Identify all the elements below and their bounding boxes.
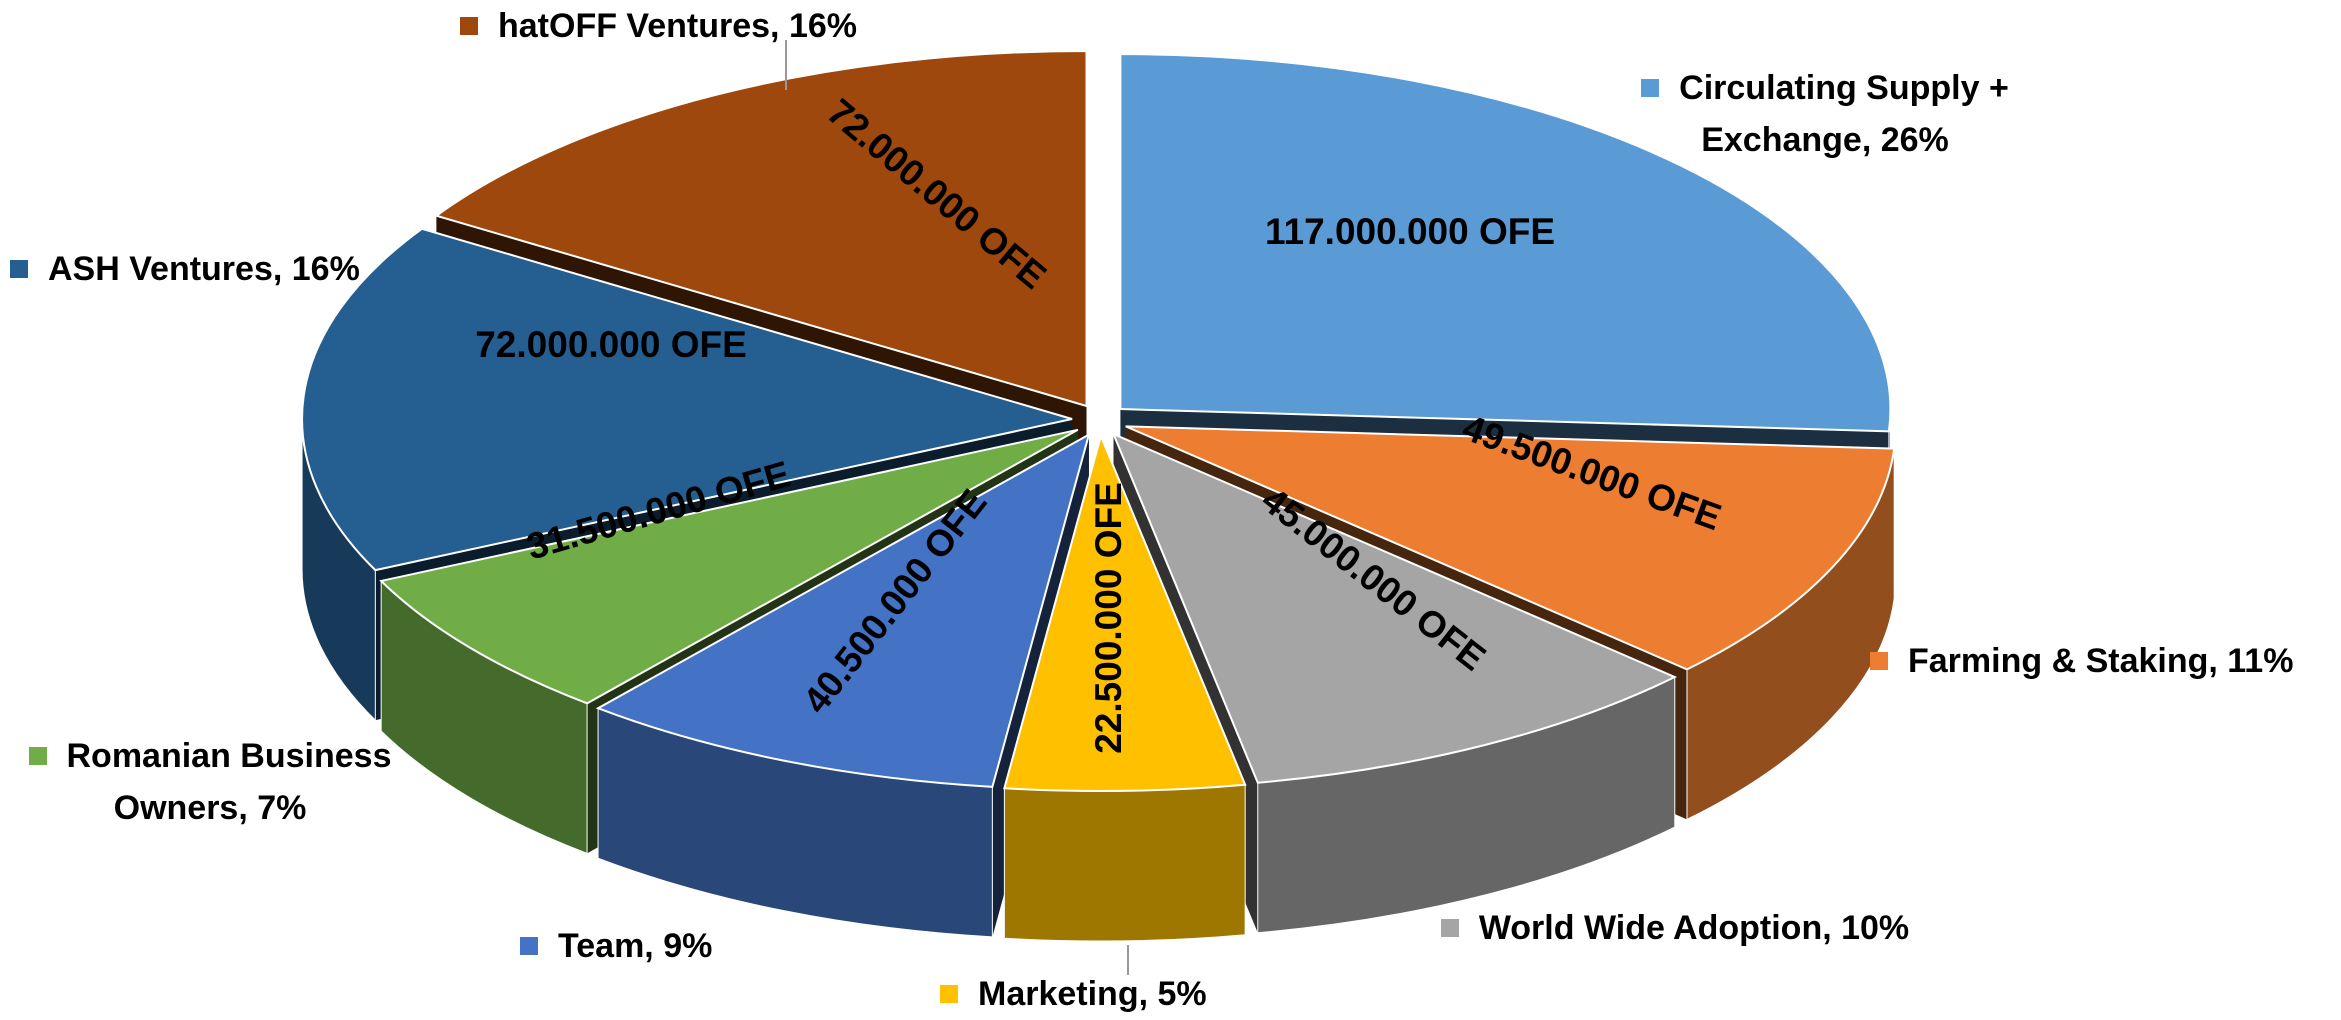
data-label: 117.000.000 OFE [1265, 211, 1555, 252]
data-label: 22.500.000 OFE [1088, 482, 1129, 754]
legend-swatch [940, 985, 958, 1003]
slice [434, 49, 1088, 408]
data-label: 72.000.000 OFE [475, 324, 747, 365]
slice [1003, 432, 1247, 792]
legend-swatch [28, 747, 47, 765]
category-text: Circulating Supply + Exchange, 26% [1679, 69, 2009, 159]
category-text: hatOFF Ventures, 16% [498, 7, 857, 45]
category-label: Romanian Business Owners, 7% [10, 730, 410, 834]
category-text: Team, 9% [558, 927, 713, 965]
slice [1119, 53, 1892, 433]
category-label: Circulating Supply + Exchange, 26% [1615, 62, 2035, 166]
category-text: ASH Ventures, 16% [48, 250, 360, 288]
legend-swatch [460, 17, 478, 35]
slice [1111, 432, 1678, 784]
category-text: World Wide Adoption, 10% [1478, 909, 1910, 947]
category-label: ASH Ventures, 16% [10, 243, 430, 295]
legend-swatch [520, 937, 538, 955]
category-text: Marketing, 5% [978, 975, 1207, 1013]
slice [379, 428, 1079, 705]
category-label: Team, 9% [520, 920, 820, 972]
category-text: Romanian Business Owners, 7% [66, 737, 392, 827]
legend-swatch [1641, 79, 1660, 97]
category-label: Farming & Staking, 11% [1870, 635, 2330, 687]
category-label: Marketing, 5% [940, 968, 1360, 1020]
category-text: Farming & Staking, 11% [1908, 642, 2294, 680]
legend-swatch [10, 260, 28, 278]
legend-swatch [1870, 652, 1888, 670]
slice [595, 432, 1091, 788]
slice [301, 227, 1073, 572]
slice [1125, 425, 1896, 671]
legend-swatch [1440, 919, 1459, 937]
slice-outer-wall [1003, 784, 1246, 942]
category-label: hatOFF Ventures, 16% [460, 0, 960, 52]
category-label: World Wide Adoption, 10% [1405, 902, 1945, 954]
